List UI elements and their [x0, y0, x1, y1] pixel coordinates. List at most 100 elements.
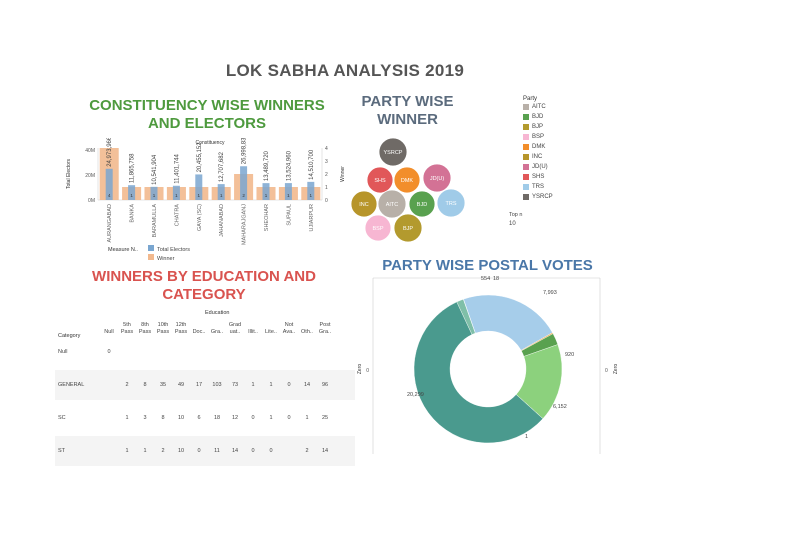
party-section-title: PARTY WISE WINNER — [361, 93, 454, 128]
electors-data-label: 11,401,744 — [174, 154, 180, 184]
winner-data-label: 1 — [153, 193, 156, 198]
donut-slice-label: 20,299 — [407, 392, 424, 398]
party-bubble[interactable] — [350, 190, 378, 218]
party-bubble-label: BJD — [417, 202, 427, 208]
party-bubble[interactable] — [378, 137, 408, 167]
electors-bar[interactable] — [284, 183, 292, 200]
education-column-header: Null — [104, 329, 114, 335]
donut-slice-label: 1 — [525, 434, 528, 440]
party-legend-item[interactable]: TRS — [523, 182, 593, 192]
table-cell: 1 — [269, 382, 273, 388]
party-bubble[interactable] — [408, 190, 436, 218]
category-tick-label: AURANGABAD — [107, 204, 113, 243]
postal-right-axis-label: Zero — [613, 364, 619, 375]
legend-label-winner: Winner — [157, 256, 175, 262]
right-tick-label: 3 — [325, 159, 328, 165]
right-tick-label: 1 — [325, 185, 328, 191]
party-legend-label: YSRCP — [532, 194, 553, 200]
electors-data-label: 13,489,720 — [264, 150, 270, 181]
party-bubble[interactable] — [436, 188, 466, 218]
electors-bar[interactable] — [307, 181, 315, 200]
party-legend-swatch — [523, 124, 529, 130]
table-cell: 49 — [177, 382, 185, 388]
table-cell: 14 — [321, 448, 329, 454]
right-axis-label: Winner — [340, 166, 346, 182]
winner-data-label: 1 — [220, 193, 223, 198]
education-column-header: 12th Pass — [174, 322, 188, 335]
party-legend-swatch — [523, 174, 529, 180]
party-bubble[interactable] — [366, 166, 394, 194]
winner-data-label: 2 — [242, 193, 245, 198]
party-legend-swatch — [523, 144, 529, 150]
table-cell: 2 — [125, 382, 129, 388]
party-legend-item[interactable]: DMK — [523, 142, 593, 152]
table-cell: 96 — [321, 382, 329, 388]
constituency-header: Constituency — [196, 140, 225, 146]
table-cell: 8 — [143, 382, 147, 388]
electors-data-label: 14,510,700 — [309, 149, 315, 180]
category-tick-label: MAHARAJGANJ — [242, 204, 248, 245]
education-column-header: Gra.. — [210, 329, 224, 335]
electors-bar[interactable] — [128, 185, 136, 200]
electors-bar[interactable] — [172, 185, 180, 200]
winner-data-label: 1 — [130, 193, 133, 198]
constituency-chart[interactable]: Constituency 40M 20M 0M 4 3 2 1 0 Total Electors W… — [60, 138, 350, 270]
electors-bar[interactable] — [217, 184, 225, 200]
table-cell: 11 — [214, 448, 220, 454]
party-bubble-label: TRS — [446, 201, 457, 207]
party-bubble[interactable] — [377, 189, 407, 219]
category-tick-label: BARAMULLA — [152, 204, 158, 238]
party-legend-item[interactable]: SHS — [523, 172, 593, 182]
left-axis-label: Total Electors — [66, 158, 72, 189]
category-cell: GENERAL — [58, 382, 85, 388]
party-legend-item[interactable]: AITC — [523, 102, 593, 112]
electors-bar[interactable] — [195, 174, 203, 200]
education-column-header: 10th Pass — [156, 322, 170, 335]
party-legend-item[interactable]: YSRCP — [523, 192, 593, 202]
party-bubble[interactable] — [393, 166, 421, 194]
category-tick-label: SUPAUL — [286, 204, 292, 226]
winner-data-label: 1 — [198, 193, 201, 198]
education-section-title: WINNERS BY EDUCATION AND CATEGORY — [92, 268, 316, 303]
party-legend-item[interactable]: JD(U) — [523, 162, 593, 172]
right-tick-label: 0 — [325, 198, 328, 204]
electors-bar[interactable] — [105, 168, 113, 200]
party-legend-title: Party — [523, 96, 538, 102]
table-cell: 2 — [305, 448, 309, 454]
party-bubble[interactable] — [422, 163, 452, 193]
winner-data-label: 1 — [175, 193, 178, 198]
electors-data-label: 12,707,682 — [219, 151, 225, 182]
table-cell: 14 — [231, 448, 239, 454]
table-cell: 12 — [231, 415, 239, 421]
party-bubble-chart[interactable]: YSRCP SHS DMK JD(U) INC AITC BJD TRS BSP BJP — [340, 130, 480, 250]
party-legend-label: BJD — [532, 114, 544, 120]
table-cell: 3 — [143, 415, 147, 421]
electors-bar[interactable] — [262, 183, 270, 200]
dashboard-title: LOK SABHA ANALYSIS 2019 — [225, 61, 465, 80]
table-cell: 0 — [287, 382, 291, 388]
electors-bar[interactable] — [240, 166, 248, 200]
party-legend-item[interactable]: INC — [523, 152, 593, 162]
party-bubble-label: BSP — [372, 226, 383, 232]
table-cell: 2 — [161, 448, 165, 454]
table-cell: 0 — [251, 415, 255, 421]
party-legend: Party AITC BJD BJP BSP DMK INC JD(U) SHS TRS YSRC… — [523, 96, 593, 202]
legend-label-electors: Total Electors — [157, 247, 190, 253]
party-legend-label: DMK — [532, 144, 546, 150]
party-legend-item[interactable]: BSP — [523, 132, 593, 142]
postal-left-axis-label: Zero — [357, 364, 363, 375]
party-legend-swatch — [523, 134, 529, 140]
table-cell: 0 — [287, 415, 291, 421]
party-bubble[interactable] — [393, 213, 423, 243]
top-n-value[interactable]: 10 — [509, 221, 516, 227]
party-bubble-label: AITC — [386, 202, 399, 208]
postal-section-title: PARTY WISE POSTAL VOTES — [382, 257, 593, 274]
electors-bar[interactable] — [150, 186, 158, 200]
electors-data-label: 20,455,152 — [197, 142, 203, 173]
party-legend-item[interactable]: BJP — [523, 122, 593, 132]
winner-data-label: 1 — [310, 193, 313, 198]
party-bubble[interactable] — [364, 214, 392, 242]
party-legend-item[interactable]: BJD — [523, 112, 593, 122]
table-row — [55, 347, 355, 358]
